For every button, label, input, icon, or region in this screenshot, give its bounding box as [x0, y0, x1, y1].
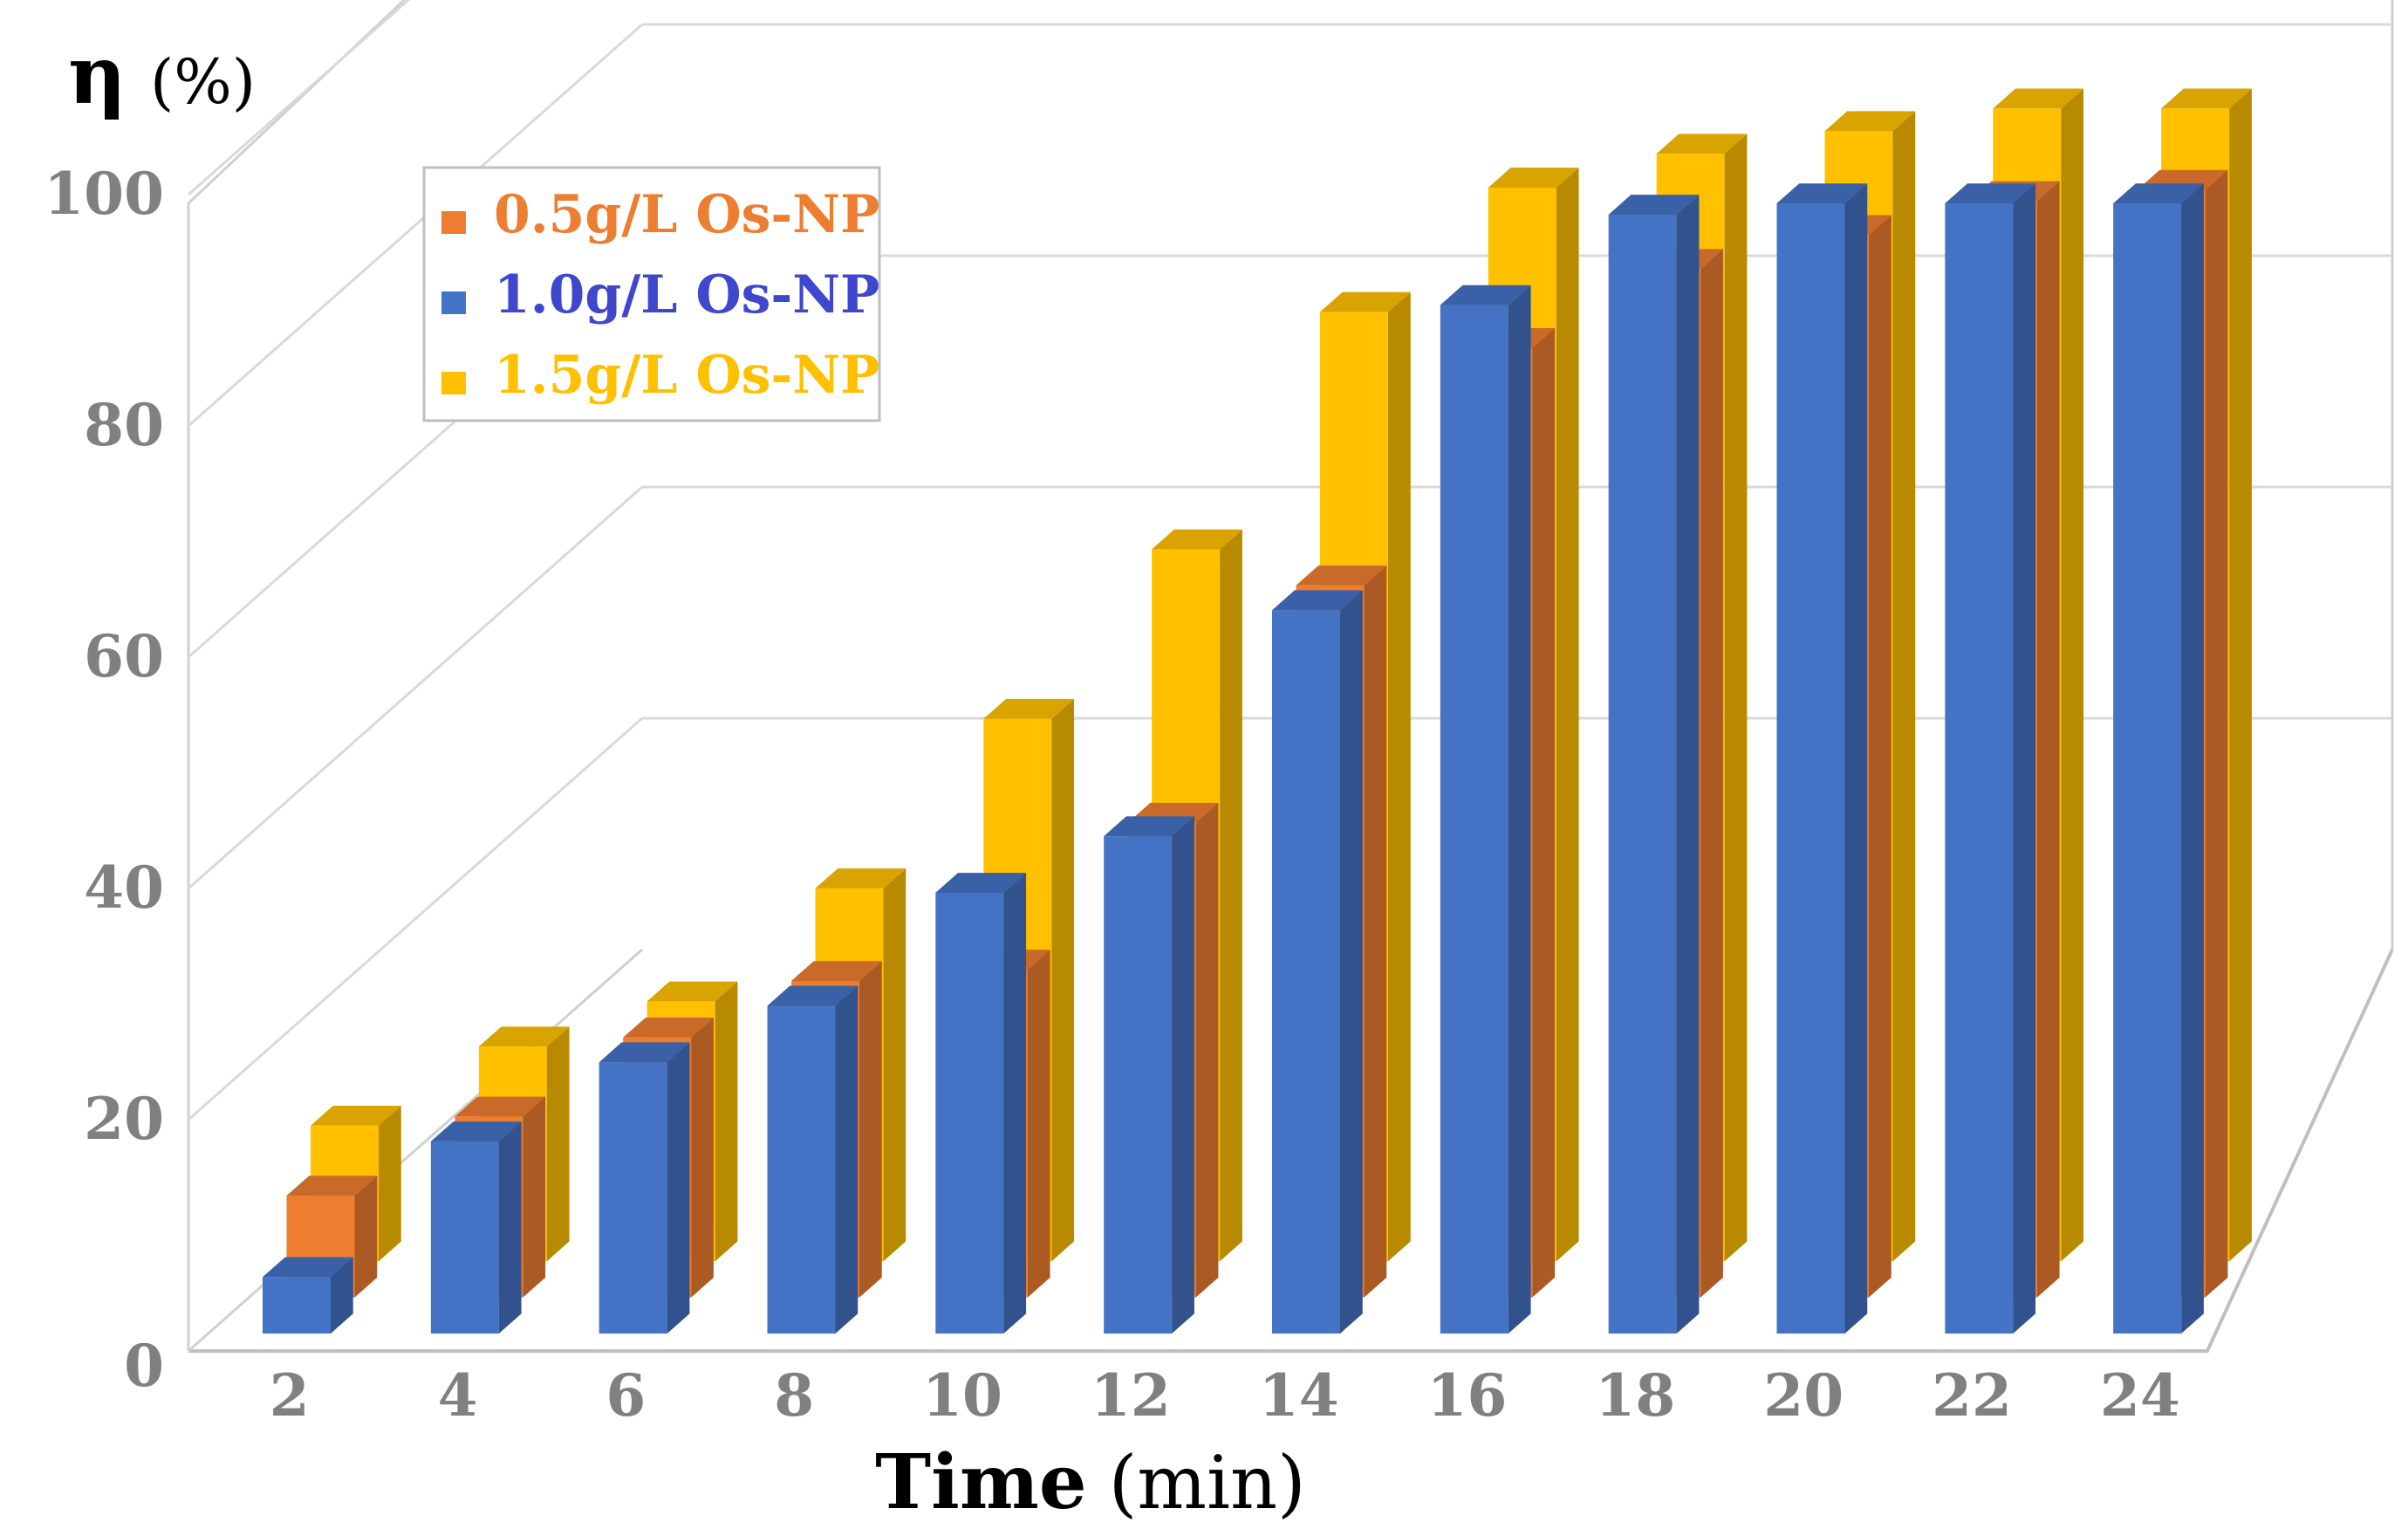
bar	[1776, 183, 1868, 1334]
bar	[1440, 285, 1531, 1334]
bar	[2113, 183, 2204, 1334]
x-tick-label: 12	[1091, 1361, 1171, 1430]
bar	[1608, 195, 1700, 1334]
y-axis-symbol: η	[68, 28, 127, 122]
legend-swatch	[441, 291, 466, 314]
y-tick-label: 80	[84, 391, 164, 459]
x-tick-label: 16	[1427, 1361, 1508, 1430]
x-axis-ticks: 2 4 6 8 10 12 14 16 18 20 22 24	[270, 1361, 2180, 1430]
legend-box	[422, 166, 881, 422]
bar	[935, 873, 1027, 1334]
x-tick-label: 8	[774, 1361, 814, 1430]
y-tick-label: 60	[84, 622, 164, 690]
x-tick-label: 14	[1259, 1361, 1339, 1430]
bar	[767, 985, 859, 1334]
x-tick-label: 10	[922, 1361, 1002, 1430]
y-tick-label: 40	[84, 854, 164, 922]
x-tick-label: 4	[438, 1361, 478, 1430]
bar	[430, 1121, 522, 1334]
y-tick-label: 20	[84, 1085, 164, 1153]
bar	[1272, 590, 1363, 1334]
y-axis-ticks: 0 20 40 60 80 100	[44, 160, 164, 1400]
legend-label: 1.5g/L Os-NP	[494, 345, 879, 406]
y-axis-title: η (%)	[68, 28, 256, 122]
x-tick-label: 18	[1595, 1361, 1675, 1430]
legend-swatch	[441, 372, 466, 394]
y-tick-label: 100	[44, 160, 164, 228]
x-tick-label: 24	[2100, 1361, 2180, 1430]
x-axis-main: Time	[875, 1438, 1086, 1526]
bar	[599, 1042, 690, 1334]
x-axis-title: Time (min)	[875, 1438, 1306, 1526]
bar	[1104, 816, 1194, 1334]
x-tick-label: 6	[605, 1361, 646, 1430]
y-tick-label: 0	[124, 1332, 164, 1400]
legend-label: 0.5g/L Os-NP	[494, 184, 879, 245]
y-axis-unit: (%)	[150, 46, 256, 118]
x-tick-label: 2	[270, 1361, 310, 1430]
bar	[263, 1257, 353, 1334]
bar	[1945, 183, 2036, 1334]
legend: 0.5g/L Os-NP 1.0g/L Os-NP 1.5g/L Os-NP	[422, 166, 881, 422]
legend-label: 1.0g/L Os-NP	[494, 264, 879, 326]
x-tick-label: 20	[1763, 1361, 1844, 1430]
x-tick-label: 22	[1932, 1361, 2012, 1430]
legend-swatch	[441, 211, 466, 234]
x-axis-unit: (min)	[1109, 1440, 1306, 1526]
bars	[263, 88, 2252, 1334]
